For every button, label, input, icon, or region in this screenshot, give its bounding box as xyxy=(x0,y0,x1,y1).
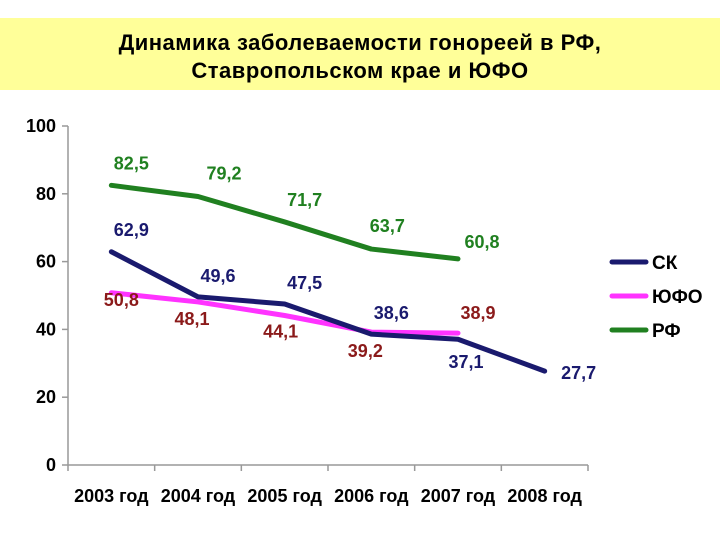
series-line-sk xyxy=(108,249,548,374)
chart-data-labels: 62,9 49,6 47,5 38,6 37,1 27,7 50,8 48,1 44,1 39,2… xyxy=(104,153,596,383)
y-tick-label: 80 xyxy=(36,184,56,204)
legend-label-sk: СК xyxy=(652,253,678,274)
y-tick-label: 0 xyxy=(46,455,56,475)
y-tick-label: 20 xyxy=(36,387,56,407)
series-line-rf xyxy=(108,182,461,262)
data-label-yufo: 44,1 xyxy=(263,322,298,342)
data-label-sk: 47,5 xyxy=(287,273,322,293)
y-tick-label: 60 xyxy=(36,252,56,272)
data-label-sk: 49,6 xyxy=(200,266,235,286)
x-tick-label: 2008 год xyxy=(507,486,582,506)
chart-legend: СК ЮФО РФ xyxy=(609,253,703,342)
x-tick-label: 2004 год xyxy=(161,486,236,506)
y-tick-label: 40 xyxy=(36,319,56,339)
chart-axes: 0 20 40 60 80 100 2003 год 2004 год 2005 год 2006… xyxy=(26,116,589,506)
data-label-sk: 38,6 xyxy=(374,303,409,323)
data-label-rf: 63,7 xyxy=(370,216,405,236)
data-label-sk: 37,1 xyxy=(448,352,483,372)
chart-title-line-1: Динамика заболеваемости гонореей в РФ, xyxy=(118,30,602,55)
chart-series-lines xyxy=(108,182,548,374)
data-label-yufo: 50,8 xyxy=(104,290,139,310)
legend-label-yufo: ЮФО xyxy=(652,287,703,308)
data-label-rf: 82,5 xyxy=(114,153,149,173)
x-tick-label: 2007 год xyxy=(421,486,496,506)
legend-label-rf: РФ xyxy=(652,321,681,342)
data-label-yufo: 48,1 xyxy=(174,309,209,329)
y-tick-label: 100 xyxy=(26,116,56,136)
data-label-rf: 79,2 xyxy=(206,164,241,184)
data-label-yufo: 38,9 xyxy=(460,303,495,323)
chart-title-line-2: Ставропольском крае и ЮФО xyxy=(191,58,529,83)
x-tick-label: 2005 год xyxy=(247,486,322,506)
data-label-yufo: 39,2 xyxy=(348,341,383,361)
data-label-sk: 62,9 xyxy=(114,220,149,240)
data-label-rf: 71,7 xyxy=(287,190,322,210)
data-label-sk: 27,7 xyxy=(561,363,596,383)
x-tick-label: 2003 год xyxy=(74,486,149,506)
title-band xyxy=(0,18,720,90)
x-tick-label: 2006 год xyxy=(334,486,409,506)
data-label-rf: 60,8 xyxy=(464,232,499,252)
series-line-yufo xyxy=(108,290,461,336)
